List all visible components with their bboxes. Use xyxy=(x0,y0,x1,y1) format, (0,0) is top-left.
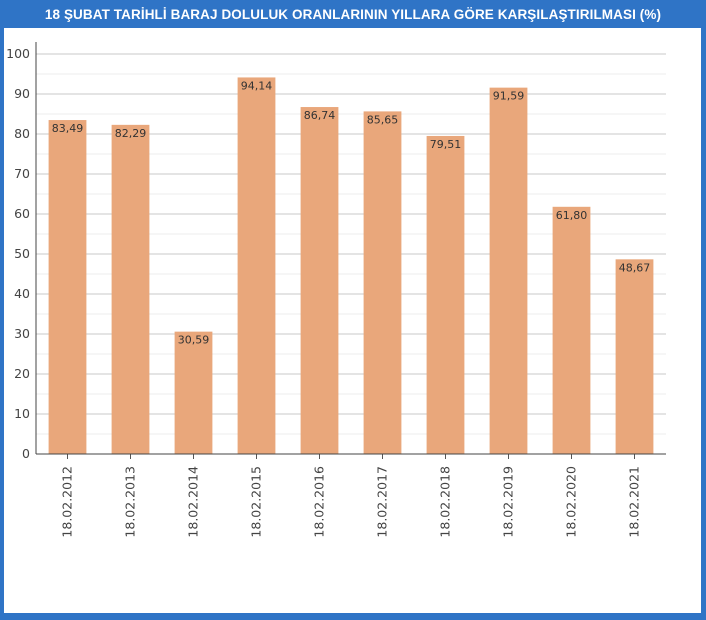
y-tick-label: 30 xyxy=(14,326,30,341)
bar-18.02.2021 xyxy=(615,259,654,454)
y-tick-label: 70 xyxy=(14,166,30,181)
x-tick-label: 18.02.2014 xyxy=(186,466,201,538)
y-tick-label: 60 xyxy=(14,206,30,221)
x-tick-label: 18.02.2018 xyxy=(438,466,453,538)
x-tick-label: 18.02.2017 xyxy=(375,466,390,538)
data-label: 82,29 xyxy=(115,127,147,140)
bar-18.02.2012 xyxy=(48,120,87,454)
y-tick-label: 10 xyxy=(14,406,30,421)
bar-18.02.2015 xyxy=(237,77,276,454)
y-tick-label: 100 xyxy=(6,46,30,61)
data-label: 86,74 xyxy=(304,109,336,122)
x-tick-label: 18.02.2021 xyxy=(627,466,642,538)
data-label: 48,67 xyxy=(619,261,651,274)
y-tick-label: 0 xyxy=(22,446,30,461)
y-tick-label: 80 xyxy=(14,126,30,141)
y-tick-label: 40 xyxy=(14,286,30,301)
bar-chart: 0 10 20 30 40 50 60 70 80 90 100 83,49 18.02.2012 82,… xyxy=(6,42,666,538)
x-tick-label: 18.02.2012 xyxy=(60,466,75,538)
data-label: 91,59 xyxy=(493,90,525,103)
bar-18.02.2014 xyxy=(174,331,213,454)
bar-18.02.2018 xyxy=(426,135,465,454)
data-label: 83,49 xyxy=(52,122,84,135)
x-tick-label: 18.02.2020 xyxy=(564,466,579,538)
data-label: 61,80 xyxy=(556,209,588,222)
data-label: 94,14 xyxy=(241,79,273,92)
x-tick-label: 18.02.2015 xyxy=(249,466,264,538)
x-tick-label: 18.02.2016 xyxy=(312,466,327,538)
bar-18.02.2020 xyxy=(552,206,591,454)
data-label: 79,51 xyxy=(430,138,462,151)
y-tick-label: 50 xyxy=(14,246,30,261)
data-label: 85,65 xyxy=(367,113,399,126)
bar-18.02.2016 xyxy=(300,107,339,454)
y-tick-label: 90 xyxy=(14,86,30,101)
data-label: 30,59 xyxy=(178,334,210,347)
x-tick-label: 18.02.2019 xyxy=(501,466,516,538)
bar-18.02.2019 xyxy=(489,87,528,454)
bar-18.02.2017 xyxy=(363,111,402,455)
chart-title: 18 ŞUBAT TARİHLİ BARAJ DOLULUK ORANLARIN… xyxy=(44,7,662,22)
y-tick-label: 20 xyxy=(14,366,30,381)
x-tick-label: 18.02.2013 xyxy=(123,466,138,538)
plot-area: 0 10 20 30 40 50 60 70 80 90 100 83,49 18.02.2012 82,… xyxy=(4,28,701,613)
bar-18.02.2013 xyxy=(111,124,150,454)
